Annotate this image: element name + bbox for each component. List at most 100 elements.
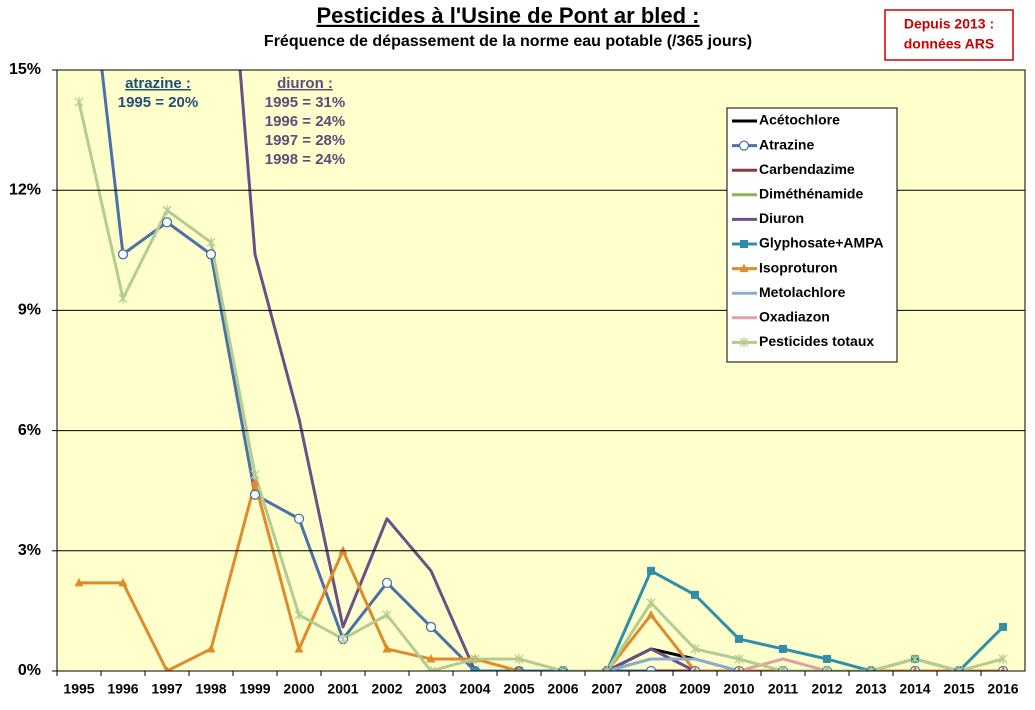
x-tick-label: 1997: [151, 681, 182, 697]
note: Depuis 2013 :: [904, 16, 994, 32]
legend-label: Carbendazime: [759, 161, 855, 177]
chart-title: Pesticides à l'Usine de Pont ar bled :: [316, 3, 699, 28]
legend-box: [726, 107, 898, 363]
point: [338, 633, 348, 644]
point: [602, 666, 612, 671]
y-tick-label: 9%: [18, 302, 41, 319]
point: [910, 653, 920, 664]
point: [74, 577, 84, 587]
legend-label: Atrazine: [759, 136, 814, 152]
point: [164, 666, 170, 671]
point: [739, 337, 749, 348]
annotation: 1995 = 20%: [118, 94, 199, 111]
series-line: [100, 70, 1003, 671]
x-tick-label: 2015: [943, 681, 974, 697]
series-layer: [74, 70, 1009, 671]
annotation: 1996 = 24%: [265, 113, 346, 130]
x-tick-label: 2009: [679, 681, 710, 697]
series-line: [77, 101, 1004, 671]
point: [734, 653, 744, 664]
legend-label: Metolachlore: [759, 284, 846, 300]
x-tick-label: 2010: [723, 681, 754, 697]
point: [425, 621, 437, 633]
point: [293, 513, 305, 524]
x-tick-label: 2004: [459, 681, 490, 697]
legend-label: Diméthénamide: [759, 186, 863, 202]
point: [740, 240, 748, 248]
point: [690, 643, 700, 654]
point: [470, 653, 480, 664]
x-tick-label: 2001: [327, 681, 358, 697]
x-tick-label: 2013: [855, 681, 886, 697]
x-tick-label: 1995: [63, 681, 94, 697]
annotation: 1998 = 24%: [265, 151, 346, 168]
point: [118, 577, 128, 587]
legend-label: Glyphosate+AMPA: [759, 235, 884, 251]
point: [647, 566, 655, 575]
y-tick-label: 15%: [9, 61, 41, 78]
legend-label: Oxadiazon: [759, 309, 830, 325]
point: [206, 643, 216, 653]
point: [736, 666, 742, 671]
point: [382, 643, 392, 653]
point: [645, 665, 657, 671]
y-tick-label: 12%: [9, 181, 41, 198]
x-tick-label: 1996: [107, 681, 138, 697]
x-tick-label: 2012: [811, 681, 842, 697]
series-line: [606, 657, 740, 671]
note: données ARS: [904, 36, 995, 52]
point: [249, 489, 261, 500]
point: [161, 217, 173, 228]
point: [516, 666, 522, 671]
legend-label: Isoproturon: [759, 259, 838, 275]
point: [646, 597, 656, 608]
point: [739, 263, 749, 273]
chart-subtitle: Fréquence de dépassement de la norme eau…: [264, 33, 752, 50]
point: [118, 293, 128, 304]
x-tick-label: 2000: [283, 681, 314, 697]
point: [999, 622, 1007, 631]
point: [294, 643, 304, 653]
legend-label: Pesticides totaux: [759, 333, 874, 349]
y-tick-label: 3%: [18, 542, 41, 559]
point: [74, 97, 84, 108]
x-tick-label: 2002: [371, 681, 402, 697]
point: [692, 666, 698, 671]
x-tick-label: 2008: [635, 681, 666, 697]
x-tick-label: 2011: [768, 681, 799, 697]
x-tick-label: 2005: [503, 681, 534, 697]
point: [382, 609, 392, 620]
point: [250, 477, 260, 487]
point: [866, 666, 876, 671]
point: [735, 634, 743, 643]
point: [1000, 666, 1006, 671]
annotation: atrazine :: [125, 75, 191, 92]
point: [206, 237, 216, 248]
point: [823, 654, 831, 663]
annotation: 1995 = 31%: [265, 94, 346, 111]
y-tick-label: 6%: [18, 422, 41, 439]
x-tick-label: 2006: [547, 681, 578, 697]
note-box: [884, 9, 1014, 61]
x-tick-label: 1998: [195, 681, 226, 697]
point: [738, 140, 750, 151]
point: [514, 653, 524, 664]
y-tick-label: 0%: [18, 662, 41, 679]
point: [646, 609, 656, 619]
legend-label: Acétochlore: [759, 112, 840, 128]
point: [294, 609, 304, 620]
point: [426, 653, 436, 663]
point: [954, 666, 964, 671]
point: [117, 249, 129, 260]
series-line: [238, 70, 696, 671]
point: [162, 205, 172, 216]
annotation: diuron :: [277, 75, 333, 92]
point: [205, 249, 217, 260]
point: [558, 666, 568, 671]
annotation: 1997 = 28%: [265, 132, 346, 149]
point: [471, 667, 479, 671]
point: [779, 644, 787, 653]
legend-label: Diuron: [759, 210, 804, 226]
x-tick-label: 2016: [987, 681, 1018, 697]
